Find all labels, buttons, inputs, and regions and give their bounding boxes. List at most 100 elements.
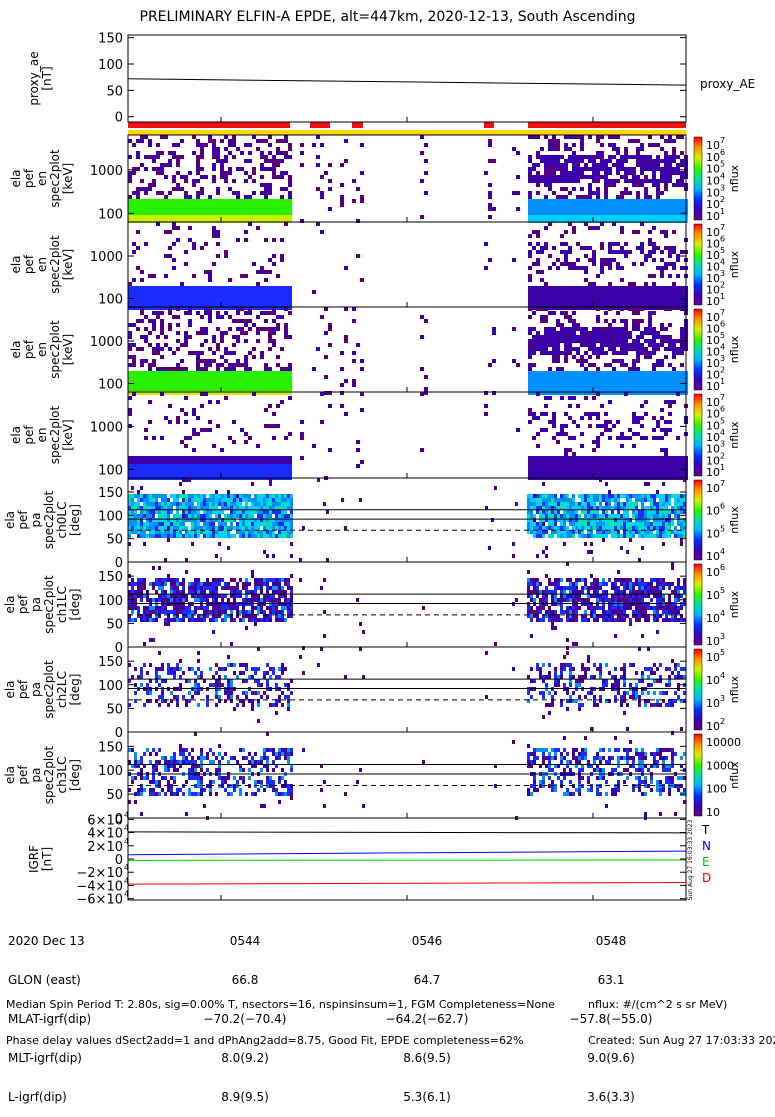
heat-cell (176, 371, 180, 375)
heat-cell (164, 294, 168, 298)
heat-cell (252, 171, 256, 175)
heat-cell (544, 302, 548, 306)
heat-cell (268, 207, 272, 211)
heat-cell (668, 262, 672, 266)
heat-cell (652, 472, 656, 476)
heat-cell (180, 290, 184, 294)
heat-cell (596, 207, 600, 211)
heat-cell (164, 135, 168, 139)
heat-cell (228, 298, 232, 302)
heat-cell (236, 147, 240, 151)
heat-cell (551, 530, 554, 534)
heat-cell (128, 355, 132, 359)
heat-cell (275, 518, 278, 522)
heat-cell (252, 383, 256, 387)
heat-cell (128, 286, 132, 290)
heat-cell (167, 610, 170, 614)
heat-cell (600, 468, 604, 472)
heat-cell (676, 254, 680, 258)
heat-cell (650, 522, 653, 526)
heat-cell (488, 363, 492, 367)
heat-cell (593, 518, 596, 522)
heat-cell (540, 147, 544, 151)
heat-cell (276, 203, 280, 207)
heat-cell (236, 215, 240, 219)
heat-cell (137, 502, 140, 506)
heat-cell (652, 416, 656, 420)
heat-cell (280, 139, 284, 143)
heat-cell (276, 219, 280, 223)
heat-cell (233, 502, 236, 506)
heat-cell (672, 211, 676, 215)
heat-cell (212, 502, 215, 506)
heat-cell (668, 420, 672, 424)
heat-cell (660, 416, 664, 420)
heat-cell (172, 472, 176, 476)
heat-cell (560, 187, 564, 191)
heat-cell (148, 211, 152, 215)
heat-cell (611, 534, 614, 538)
heat-cell (672, 371, 676, 375)
heat-cell (196, 387, 200, 391)
heat-cell (527, 530, 530, 534)
heat-cell (260, 215, 264, 219)
heat-cell (568, 250, 572, 254)
heat-cell (568, 179, 572, 183)
heat-cell (616, 331, 620, 335)
heat-cell (650, 502, 653, 506)
heat-cell (608, 290, 612, 294)
heat-cell (569, 506, 572, 510)
heat-cell (659, 526, 662, 530)
heat-cell (132, 371, 136, 375)
heat-cell (536, 339, 540, 343)
heat-cell (128, 590, 131, 594)
heat-cell (152, 207, 156, 211)
heat-cell (668, 363, 672, 367)
heat-cell (644, 179, 648, 183)
heat-cell (146, 526, 149, 530)
heat-cell (272, 494, 275, 498)
heat-cell (662, 514, 665, 518)
heat-cell (208, 363, 212, 367)
heat-cell (131, 582, 134, 586)
heat-cell (539, 514, 542, 518)
heat-cell (278, 494, 281, 498)
heat-cell (290, 494, 293, 498)
heat-cell (588, 183, 592, 187)
heat-cell (580, 472, 584, 476)
heat-cell (240, 211, 244, 215)
heat-cell (276, 456, 280, 460)
heat-cell (572, 347, 576, 351)
heat-cell (552, 163, 556, 167)
heat-cell (208, 379, 212, 383)
heat-cell (208, 347, 212, 351)
heat-cell (636, 456, 640, 460)
heat-cell (220, 286, 224, 290)
heat-cell (216, 306, 220, 310)
heat-cell (620, 294, 624, 298)
heat-cell (568, 211, 572, 215)
heat-cell (528, 456, 532, 460)
heat-cell (592, 339, 596, 343)
heat-cell (420, 448, 424, 452)
heat-cell (256, 371, 260, 375)
heat-cell (208, 215, 212, 219)
heat-cell (532, 262, 536, 266)
heat-cell (276, 139, 280, 143)
heat-cell (208, 472, 212, 476)
heat-cell (256, 302, 260, 306)
heat-cell (176, 215, 180, 219)
heat-cell (168, 290, 172, 294)
heat-cell (272, 155, 276, 159)
heat-cell (660, 191, 664, 195)
heat-cell (563, 518, 566, 522)
heat-cell (584, 412, 588, 416)
heat-cell (176, 586, 179, 590)
heat-cell (244, 379, 248, 383)
heat-cell (152, 610, 155, 614)
heat-cell (620, 199, 624, 203)
heat-cell (552, 298, 556, 302)
heat-cell (564, 242, 568, 246)
heat-cell (596, 424, 600, 428)
heat-cell (144, 286, 148, 290)
